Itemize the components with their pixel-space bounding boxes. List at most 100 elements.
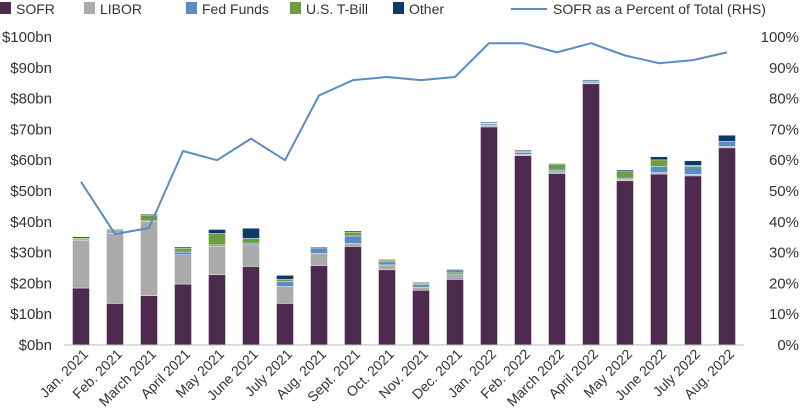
- bar-other: [616, 169, 634, 172]
- bar-libor: [480, 124, 498, 128]
- left-tick-label: $40bn: [10, 214, 52, 231]
- right-tick-label: 30%: [769, 245, 799, 262]
- bar-u-s-t-bill: [548, 164, 566, 171]
- left-tick-label: $0bn: [19, 337, 52, 354]
- bar-fed-funds: [378, 261, 396, 266]
- bar-fed-funds: [582, 81, 600, 84]
- bar-libor: [446, 274, 464, 280]
- bar-libor: [616, 179, 634, 182]
- bar-sofr: [684, 175, 702, 346]
- bar-sofr: [310, 265, 328, 346]
- legend-label-libor: LIBOR: [100, 1, 142, 17]
- right-tick-label: 70%: [769, 121, 799, 138]
- bar-sofr: [378, 269, 396, 346]
- legend-swatch-other: [393, 2, 404, 14]
- bar-libor: [310, 253, 328, 266]
- bar-libor: [548, 171, 566, 174]
- bar-fed-funds: [174, 251, 192, 255]
- bar-other: [650, 156, 668, 161]
- right-tick-label: 20%: [769, 275, 799, 292]
- bar-other: [548, 163, 566, 165]
- left-tick-label: $50bn: [10, 183, 52, 200]
- right-tick-label: 10%: [769, 306, 799, 323]
- bar-other: [140, 213, 158, 216]
- legend-swatch-u-s-t-bill: [290, 2, 301, 14]
- bar-other: [378, 259, 396, 261]
- bar-sofr: [174, 283, 192, 346]
- legend-label-other: Other: [409, 1, 444, 17]
- right-tick-label: 100%: [761, 29, 799, 46]
- bar-sofr: [208, 274, 226, 346]
- bar-u-s-t-bill: [242, 238, 260, 244]
- legend-label-fed-funds: Fed Funds: [202, 1, 269, 17]
- bar-sofr: [718, 147, 736, 346]
- bar-libor: [378, 264, 396, 271]
- bar-fed-funds: [446, 272, 464, 275]
- bar-u-s-t-bill: [276, 279, 294, 282]
- left-tick-label: $80bn: [10, 91, 52, 108]
- bar-u-s-t-bill: [174, 248, 192, 253]
- bar-other: [242, 228, 260, 239]
- bar-libor: [106, 232, 124, 304]
- bar-other: [106, 229, 124, 231]
- bar-fed-funds: [276, 281, 294, 287]
- legend-label-sofr: SOFR: [16, 1, 55, 17]
- bar-u-s-t-bill: [378, 259, 396, 263]
- bar-sofr: [446, 279, 464, 346]
- legend-swatch-libor: [84, 2, 95, 14]
- bar-fed-funds: [718, 141, 736, 147]
- bar-sofr: [140, 295, 158, 346]
- bar-u-s-t-bill: [446, 270, 464, 274]
- left-tick-label: $70bn: [10, 121, 52, 138]
- bar-libor: [650, 172, 668, 175]
- bar-fed-funds: [310, 248, 328, 254]
- bar-sofr: [72, 287, 90, 346]
- bar-sofr: [412, 289, 430, 346]
- bar-u-s-t-bill: [106, 230, 124, 233]
- right-tick-label: 0%: [777, 337, 799, 354]
- bar-other: [514, 150, 532, 152]
- line-sofr-percent: [80, 42, 728, 236]
- bar-sofr: [242, 266, 260, 346]
- bar-fed-funds: [242, 242, 260, 246]
- right-axis-tick-labels: 0% 10% 20% 30% 40% 50% 60% 70% 80% 90% 100%: [761, 29, 799, 354]
- bar-other: [718, 135, 736, 142]
- bar-libor: [140, 221, 158, 296]
- bar-libor: [412, 286, 430, 291]
- bar-sofr: [650, 173, 668, 346]
- left-tick-label: $90bn: [10, 60, 52, 77]
- right-tick-label: 50%: [769, 183, 799, 200]
- left-tick-label: $100bn: [2, 29, 52, 46]
- bar-libor: [174, 254, 192, 285]
- left-tick-label: $20bn: [10, 275, 52, 292]
- legend-label-sofr-as-a-percent-of-total-rhs: SOFR as a Percent of Total (RHS): [553, 1, 766, 17]
- bar-libor: [208, 245, 226, 275]
- bar-libor: [344, 243, 362, 247]
- sofr-percent-line-layer: [80, 42, 728, 236]
- bar-fed-funds: [684, 166, 702, 175]
- left-tick-label: $60bn: [10, 152, 52, 169]
- right-tick-label: 80%: [769, 91, 799, 108]
- legend-swatch-fed-funds: [186, 2, 197, 14]
- bar-sofr: [276, 303, 294, 346]
- bar-fed-funds: [514, 152, 532, 155]
- bar-sofr: [582, 83, 600, 346]
- left-tick-label: $30bn: [10, 245, 52, 262]
- bar-other: [344, 230, 362, 233]
- bar-libor: [72, 240, 90, 289]
- bar-sofr: [616, 180, 634, 346]
- bar-fed-funds: [344, 235, 362, 244]
- bar-u-s-t-bill: [344, 232, 362, 237]
- bar-sofr: [106, 303, 124, 346]
- right-tick-label: 60%: [769, 152, 799, 169]
- bar-other: [208, 229, 226, 234]
- bar-other: [174, 246, 192, 249]
- legend-label-u-s-t-bill: U.S. T-Bill: [306, 1, 368, 17]
- right-tick-label: 90%: [769, 60, 799, 77]
- bar-other: [480, 122, 498, 124]
- bar-libor: [242, 244, 260, 267]
- bar-fed-funds: [548, 169, 566, 173]
- right-tick-label: 40%: [769, 214, 799, 231]
